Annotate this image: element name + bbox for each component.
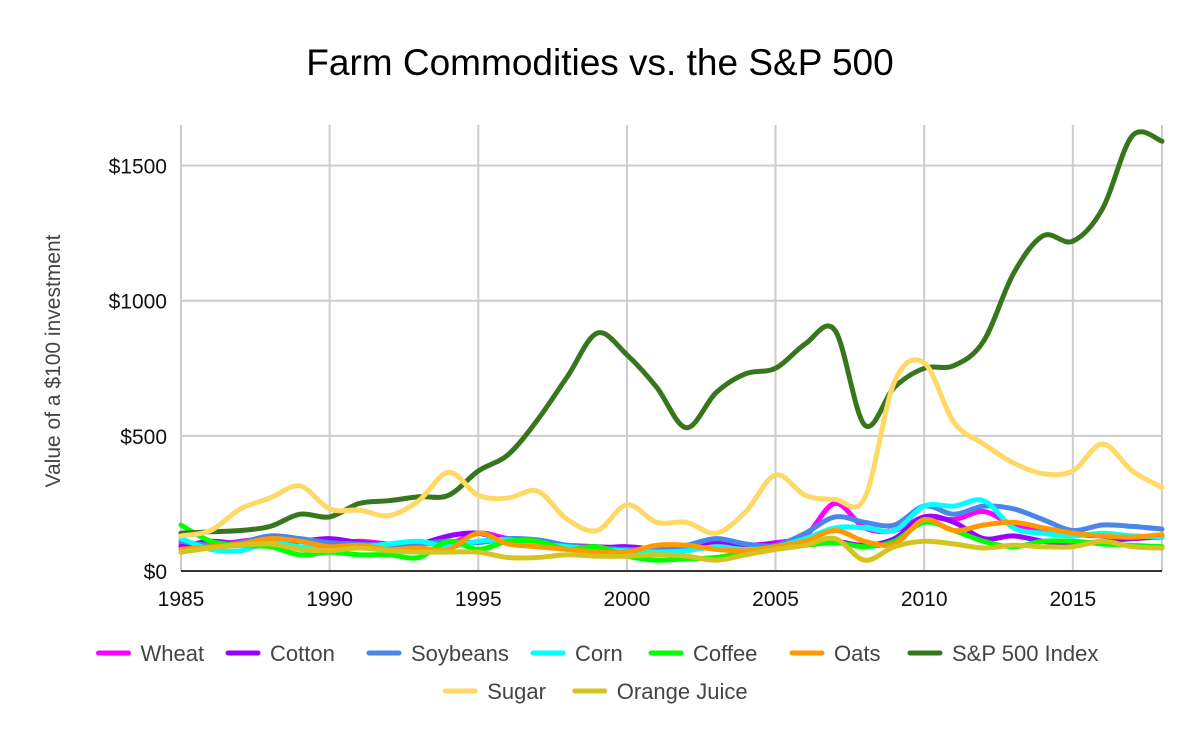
x-tick-label: 2005 xyxy=(752,588,799,611)
y-tick-label: $0 xyxy=(144,561,167,584)
legend-label-sugar: Sugar xyxy=(487,679,546,704)
legend-label-s-p-500-index: S&P 500 Index xyxy=(952,641,1098,666)
x-tick-label: 2015 xyxy=(1049,588,1096,611)
y-gridlines xyxy=(181,164,1162,437)
series-lines xyxy=(178,129,1165,563)
legend-label-cotton: Cotton xyxy=(270,641,335,666)
x-gridlines xyxy=(180,125,1163,571)
legend-label-oats: Oats xyxy=(834,641,880,666)
legend-label-corn: Corn xyxy=(575,641,623,666)
legend: Wheat Cotton Soybeans Corn Coffee Oats S&P 500… xyxy=(96,641,1098,704)
x-tick-label: 1995 xyxy=(455,588,502,611)
x-tick-labels: 1985 1990 1995 2000 2005 2010 2015 xyxy=(158,588,1097,611)
y-tick-label: $500 xyxy=(120,426,167,449)
legend-label-orange-juice: Orange Juice xyxy=(617,679,748,704)
y-tick-label: $1000 xyxy=(109,291,167,314)
legend-label-wheat: Wheat xyxy=(141,641,205,666)
y-tick-labels: $0 $500 $1000 $1500 xyxy=(109,156,167,584)
series-line-orange-juice xyxy=(178,535,1165,563)
x-tick-label: 1985 xyxy=(158,588,205,611)
y-tick-label: $1500 xyxy=(109,156,167,179)
series-line-s-p-500-index xyxy=(178,129,1165,536)
legend-label-coffee: Coffee xyxy=(693,641,757,666)
x-tick-label: 1990 xyxy=(306,588,353,611)
x-tick-label: 2000 xyxy=(604,588,651,611)
series-line-oats xyxy=(178,516,1165,556)
legend-label-soybeans: Soybeans xyxy=(411,641,509,666)
chart-title: Farm Commodities vs. the S&P 500 xyxy=(306,42,893,83)
x-tick-label: 2010 xyxy=(901,588,948,611)
y-axis-label: Value of a $100 investment xyxy=(42,234,65,487)
series-line-sugar xyxy=(178,357,1165,539)
series-line-soybeans xyxy=(178,503,1165,553)
